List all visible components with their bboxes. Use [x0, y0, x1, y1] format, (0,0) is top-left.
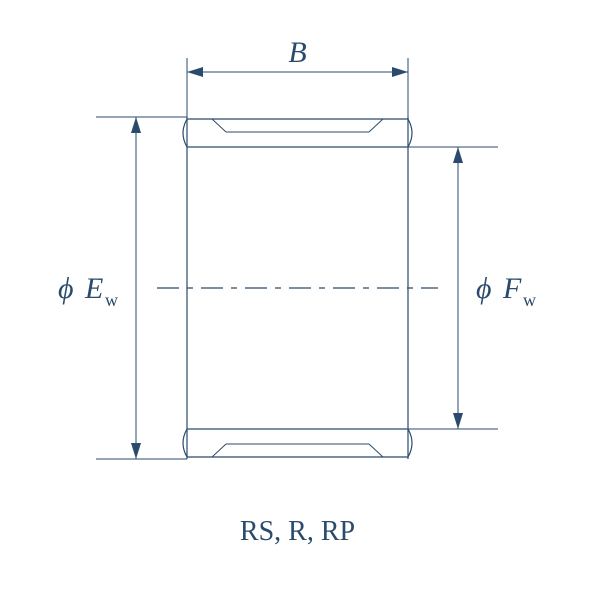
: F: [502, 272, 522, 305]
: w: [105, 290, 118, 310]
label-B: B: [288, 36, 306, 69]
: E: [84, 272, 103, 305]
: w: [523, 290, 536, 310]
label-phiEw: ϕEw: [58, 272, 118, 310]
label-phiFw: ϕFw: [476, 272, 536, 310]
caption: RS, R, RP: [240, 516, 355, 547]
bearing-diagram: BϕEwϕFwRS, R, RP: [0, 0, 600, 600]
: ϕ: [58, 272, 74, 305]
: ϕ: [476, 272, 492, 305]
dimension-B: B: [187, 36, 408, 119]
